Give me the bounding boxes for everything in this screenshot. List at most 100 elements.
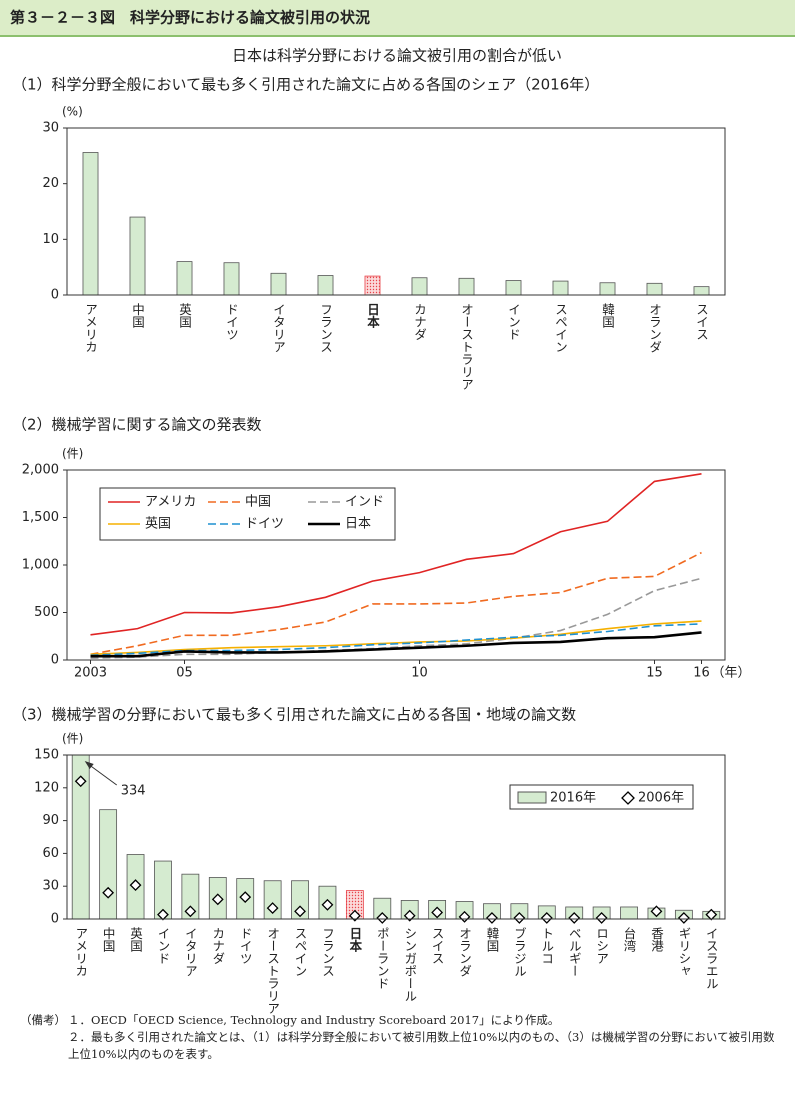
marker xyxy=(568,911,581,924)
bar xyxy=(483,903,501,919)
marker xyxy=(376,911,389,924)
x-tick-label: 05 xyxy=(176,666,193,681)
marker xyxy=(321,898,334,911)
bar xyxy=(291,880,309,919)
legend-label: 中国 xyxy=(245,495,271,510)
marker xyxy=(705,908,718,921)
y-tick-label: 0 xyxy=(51,653,59,668)
marker xyxy=(211,893,224,906)
x-tick-label: 中国 xyxy=(101,926,116,952)
y-tick-label: 1,500 xyxy=(22,510,59,525)
marker xyxy=(348,909,361,922)
notes-label: （備考） xyxy=(20,1013,66,1027)
x-tick-label: オランダ xyxy=(457,927,472,977)
bar xyxy=(181,873,200,919)
header-bg xyxy=(0,0,795,36)
line xyxy=(90,551,702,656)
x-tick-label: フランス xyxy=(318,303,333,353)
x-tick-label: フランス xyxy=(320,927,335,977)
bar xyxy=(176,261,193,296)
line xyxy=(90,631,702,658)
plot-frame xyxy=(66,469,726,661)
y-tick-label: 20 xyxy=(42,176,59,191)
bar xyxy=(82,152,99,296)
bar xyxy=(505,280,522,296)
legend-label: 2006年 xyxy=(638,791,684,806)
x-tick-label: 英国 xyxy=(128,927,143,952)
legend-label: インド xyxy=(345,495,384,510)
x-tick-label: 日本 xyxy=(347,927,362,953)
marker xyxy=(513,911,526,924)
y-tick-label: 1,000 xyxy=(22,558,59,573)
marker xyxy=(677,911,690,924)
marker xyxy=(403,909,416,922)
x-tick-label: オーストラリア xyxy=(265,927,280,1015)
x-tick-label: オーストラリア xyxy=(459,303,474,391)
note: １．OECD「OECD Science, Technology and Indu… xyxy=(68,1013,560,1027)
x-tick-label: カナダ xyxy=(412,303,427,341)
bar xyxy=(510,903,529,919)
bar xyxy=(99,809,118,919)
plot-frame xyxy=(66,127,726,296)
legend-label: 日本 xyxy=(345,517,371,532)
y-unit: (件) xyxy=(62,447,83,461)
x-tick-label: ブラジル xyxy=(512,926,527,977)
legend-box xyxy=(99,487,396,541)
marker xyxy=(74,775,87,788)
x-tick-label: ベルギー xyxy=(567,927,582,977)
x-tick-label: 10 xyxy=(411,666,428,681)
bar xyxy=(154,860,172,919)
x-tick-label: 15 xyxy=(646,666,663,681)
y-tick-label: 2,000 xyxy=(22,463,59,478)
y-tick-label: 0 xyxy=(51,912,59,927)
y-tick-label: 30 xyxy=(42,879,59,894)
line xyxy=(90,577,702,659)
legend-label: 英国 xyxy=(145,517,171,532)
marker xyxy=(540,911,553,924)
x-tick-label: 中国 xyxy=(130,302,145,328)
bars xyxy=(71,755,721,919)
x-tick-label: スイス xyxy=(694,303,709,341)
marker xyxy=(650,905,663,918)
x-tick-label: インド xyxy=(506,303,521,341)
bar xyxy=(646,282,663,296)
marker xyxy=(129,879,142,892)
bar xyxy=(552,280,569,296)
x-tick-label: カナダ xyxy=(210,927,225,965)
y-tick-label: 30 xyxy=(42,121,59,136)
marker xyxy=(294,905,306,918)
marker xyxy=(595,911,608,924)
notes-items: １．OECD「OECD Science, Technology and Indu… xyxy=(68,1012,780,1063)
legend-label: アメリカ xyxy=(145,495,196,510)
x-tick-label: イスラエル xyxy=(704,927,719,990)
bar xyxy=(693,286,710,296)
x-tick-label: 2003 xyxy=(74,666,107,681)
chart-title: （3）機械学習の分野において最も多く引用された論文に占める各国・地域の論文数 xyxy=(12,706,576,724)
bar xyxy=(599,282,616,296)
x-tick-label: ドイツ xyxy=(238,927,253,965)
marker xyxy=(486,911,498,924)
y-tick-label: 0 xyxy=(51,288,59,303)
x-tick-label: トルコ xyxy=(539,927,554,965)
x-tick-label: 日本 xyxy=(365,303,380,329)
marker xyxy=(102,886,115,899)
legend-label: 2016年 xyxy=(550,791,596,806)
line xyxy=(90,620,702,656)
bar xyxy=(270,272,287,296)
x-tick-label: 台湾 xyxy=(622,926,637,953)
x-tick-label: インド xyxy=(155,927,170,965)
bar xyxy=(458,277,475,296)
bar xyxy=(317,275,334,296)
marker xyxy=(266,902,279,914)
marker xyxy=(184,905,197,918)
y-tick-label: 10 xyxy=(42,232,59,247)
subtitle: 日本は科学分野における論文被引用の割合が低い xyxy=(232,47,562,65)
bar xyxy=(129,216,146,296)
y-tick-label: 500 xyxy=(34,605,59,620)
line xyxy=(90,473,702,636)
x-tick-label: ドイツ xyxy=(224,303,239,341)
marker xyxy=(239,891,252,904)
chart-title: （1）科学分野全般において最も多く引用された論文に占める各国のシェア（2016年… xyxy=(12,76,599,94)
note: ２．最も多く引用された論文とは、（1）は科学分野全般において被引用数上位10%以… xyxy=(68,1030,775,1061)
header-title: 第３－２－３図 科学分野における論文被引用の状況 xyxy=(10,9,370,27)
